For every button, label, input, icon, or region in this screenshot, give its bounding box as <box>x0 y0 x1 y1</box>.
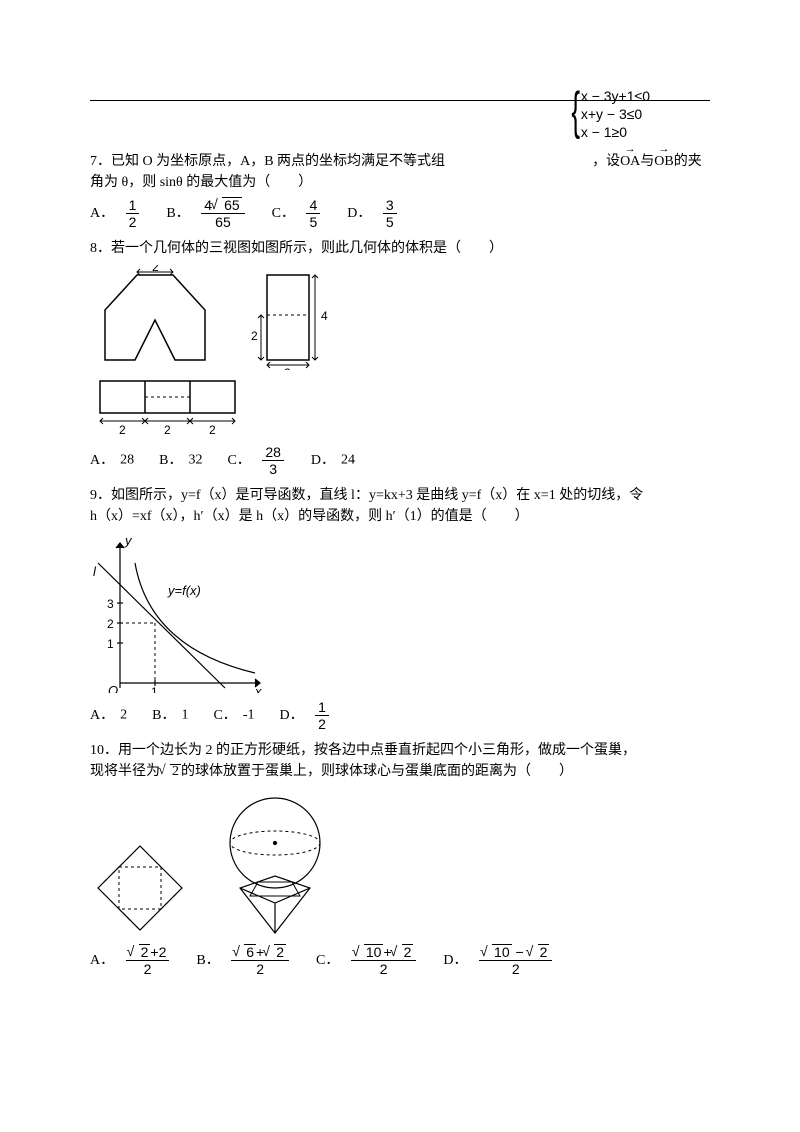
opt-d-label: D． <box>279 708 303 723</box>
opt-a-label: A． <box>90 453 114 468</box>
svg-text:1: 1 <box>107 637 114 651</box>
svg-text:4: 4 <box>321 309 328 323</box>
q7-options: A． 12 B． 465 65 C． 45 D． 35 <box>90 197 710 230</box>
q10-text-1: 10．用一个边长为 2 的正方形硬纸，按各边中点垂直折起四个小三角形，做成一个蛋… <box>90 740 710 761</box>
square-fold-diagram <box>90 838 190 938</box>
q8-views-row1: 2 4 2 2 <box>90 265 710 370</box>
vector-OA: OA <box>620 151 640 172</box>
opt-a-frac: 2+2 2 <box>126 944 170 977</box>
q7-text-2: 角为 θ，则 sinθ 的最大值为（ ） <box>90 172 710 193</box>
opt-a-label: A． <box>90 206 114 221</box>
opt-b-frac: 465 65 <box>201 197 244 230</box>
opt-c-frac: 283 <box>262 444 284 477</box>
svg-text:y=f(x): y=f(x) <box>167 583 201 598</box>
question-7: { x − 3y+1≤0 x+y − 3≤0 x − 1≥0 7．已知 O 为坐… <box>90 141 710 230</box>
svg-text:2: 2 <box>284 366 291 370</box>
svg-text:2: 2 <box>251 329 258 343</box>
opt-c-label: C． <box>272 206 295 221</box>
svg-text:O: O <box>108 683 118 693</box>
svg-text:2: 2 <box>119 423 126 437</box>
svg-text:2: 2 <box>209 423 216 437</box>
opt-c-label: C． <box>213 708 236 723</box>
q7-text-a: 7．已知 O 为坐标原点，A，B 两点的坐标均满足不等式组 <box>90 154 445 169</box>
opt-d-frac: 35 <box>383 197 397 230</box>
ineq-3: x − 1≥0 <box>581 123 650 141</box>
opt-a-val: 2 <box>120 708 127 723</box>
opt-b-label: B． <box>196 953 219 968</box>
q7-text-d: 的夹 <box>674 154 702 169</box>
opt-a-val: 28 <box>120 453 134 468</box>
opt-d-frac: 10 − 2 2 <box>479 944 552 977</box>
q7-text-b: ，设 <box>592 154 620 169</box>
opt-c-label: C． <box>316 953 339 968</box>
q9-text-1: 9．如图所示，y=f（x）是可导函数，直线 l：y=kx+3 是曲线 y=f（x… <box>90 485 710 506</box>
ineq-2: x+y − 3≤0 <box>581 105 650 123</box>
svg-text:x: x <box>254 684 262 693</box>
opt-c-frac: 45 <box>306 197 320 230</box>
opt-b-label: B． <box>152 708 175 723</box>
vector-OB: OB <box>654 151 673 172</box>
q8-options: A． 28 B． 32 C． 283 D． 24 <box>90 444 710 477</box>
opt-a-label: A． <box>90 708 114 723</box>
opt-b-frac: 6+2 2 <box>231 944 289 977</box>
opt-c-val: -1 <box>243 708 255 723</box>
opt-a-label: A． <box>90 953 114 968</box>
opt-d-label: D． <box>443 953 467 968</box>
svg-text:l: l <box>93 564 97 579</box>
opt-b-label: B． <box>166 206 189 221</box>
svg-text:3: 3 <box>107 597 114 611</box>
ineq-1: x − 3y+1≤0 <box>581 87 650 105</box>
opt-c-frac: 10+2 2 <box>351 944 417 977</box>
side-view: 4 2 2 <box>249 265 339 370</box>
svg-text:y: y <box>124 533 133 548</box>
q9-text-2: h（x）=xf（x），h′（x）是 h（x）的导函数，则 h′（1）的值是（ ） <box>90 506 710 527</box>
svg-text:1: 1 <box>151 685 158 693</box>
q10-options: A． 2+2 2 B． 6+2 2 C． 10+2 2 D． 10 − 2 2 <box>90 944 710 977</box>
sphere-nest-diagram <box>210 788 340 938</box>
q9-options: A． 2 B． 1 C． -1 D． 12 <box>90 699 710 732</box>
inequality-system: { x − 3y+1≤0 x+y − 3≤0 x − 1≥0 <box>581 87 650 141</box>
opt-d-frac: 12 <box>315 699 329 732</box>
svg-text:2: 2 <box>107 617 114 631</box>
question-10: 10．用一个边长为 2 的正方形硬纸，按各边中点垂直折起四个小三角形，做成一个蛋… <box>90 740 710 977</box>
front-view: 2 <box>90 265 225 370</box>
opt-b-val: 32 <box>188 453 202 468</box>
opt-d-label: D． <box>311 453 335 468</box>
opt-d-val: 24 <box>341 453 355 468</box>
opt-a-frac: 12 <box>126 197 140 230</box>
q8-views-row2: 2 2 2 <box>90 376 710 438</box>
q7-text-c: 与 <box>640 154 654 169</box>
q8-text: 8．若一个几何体的三视图如图所示，则此几何体的体积是（ ） <box>90 238 710 259</box>
opt-c-label: C． <box>227 453 250 468</box>
svg-text:2: 2 <box>164 423 171 437</box>
question-9: 9．如图所示，y=f（x）是可导函数，直线 l：y=kx+3 是曲线 y=f（x… <box>90 485 710 732</box>
opt-d-label: D． <box>347 206 371 221</box>
q10-text-2: 现将半径为2的球体放置于蛋巢上，则球体球心与蛋巢底面的距离为（ ） <box>90 761 710 782</box>
opt-b-label: B． <box>159 453 182 468</box>
question-8: 8．若一个几何体的三视图如图所示，则此几何体的体积是（ ） 2 <box>90 238 710 477</box>
opt-b-val: 1 <box>181 708 188 723</box>
top-view: 2 2 2 <box>90 376 250 438</box>
svg-text:2: 2 <box>152 265 159 274</box>
tangent-graph: y x O l y=f(x) 1 2 3 1 <box>90 533 270 693</box>
